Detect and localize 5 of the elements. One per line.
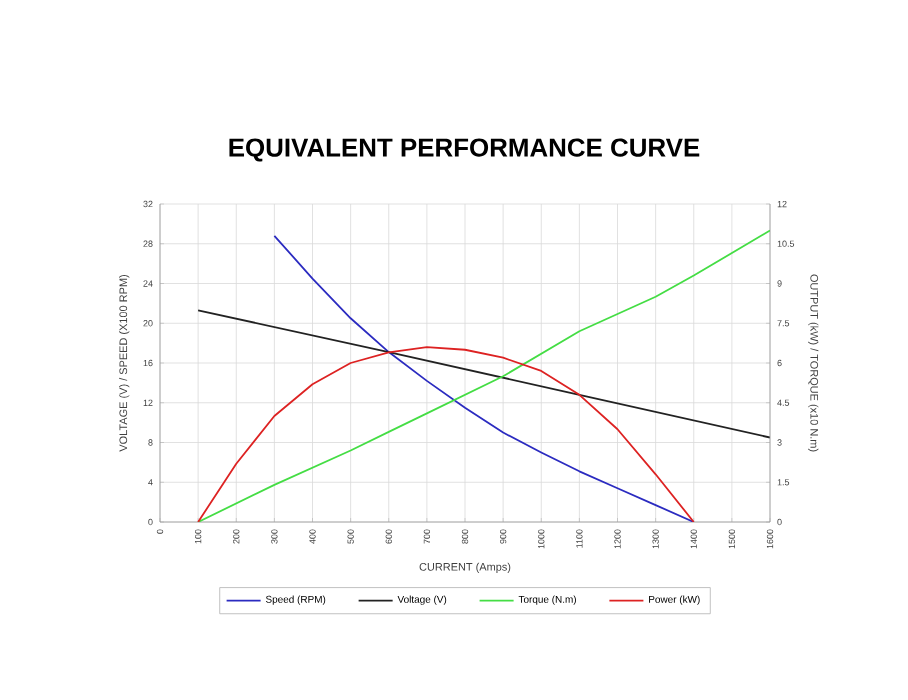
line-series [197,309,771,439]
line-series [197,346,695,522]
line-series [197,229,771,522]
line-series [273,234,695,522]
chart-title: EQUIVALENT PERFORMANCE CURVE [229,138,700,162]
